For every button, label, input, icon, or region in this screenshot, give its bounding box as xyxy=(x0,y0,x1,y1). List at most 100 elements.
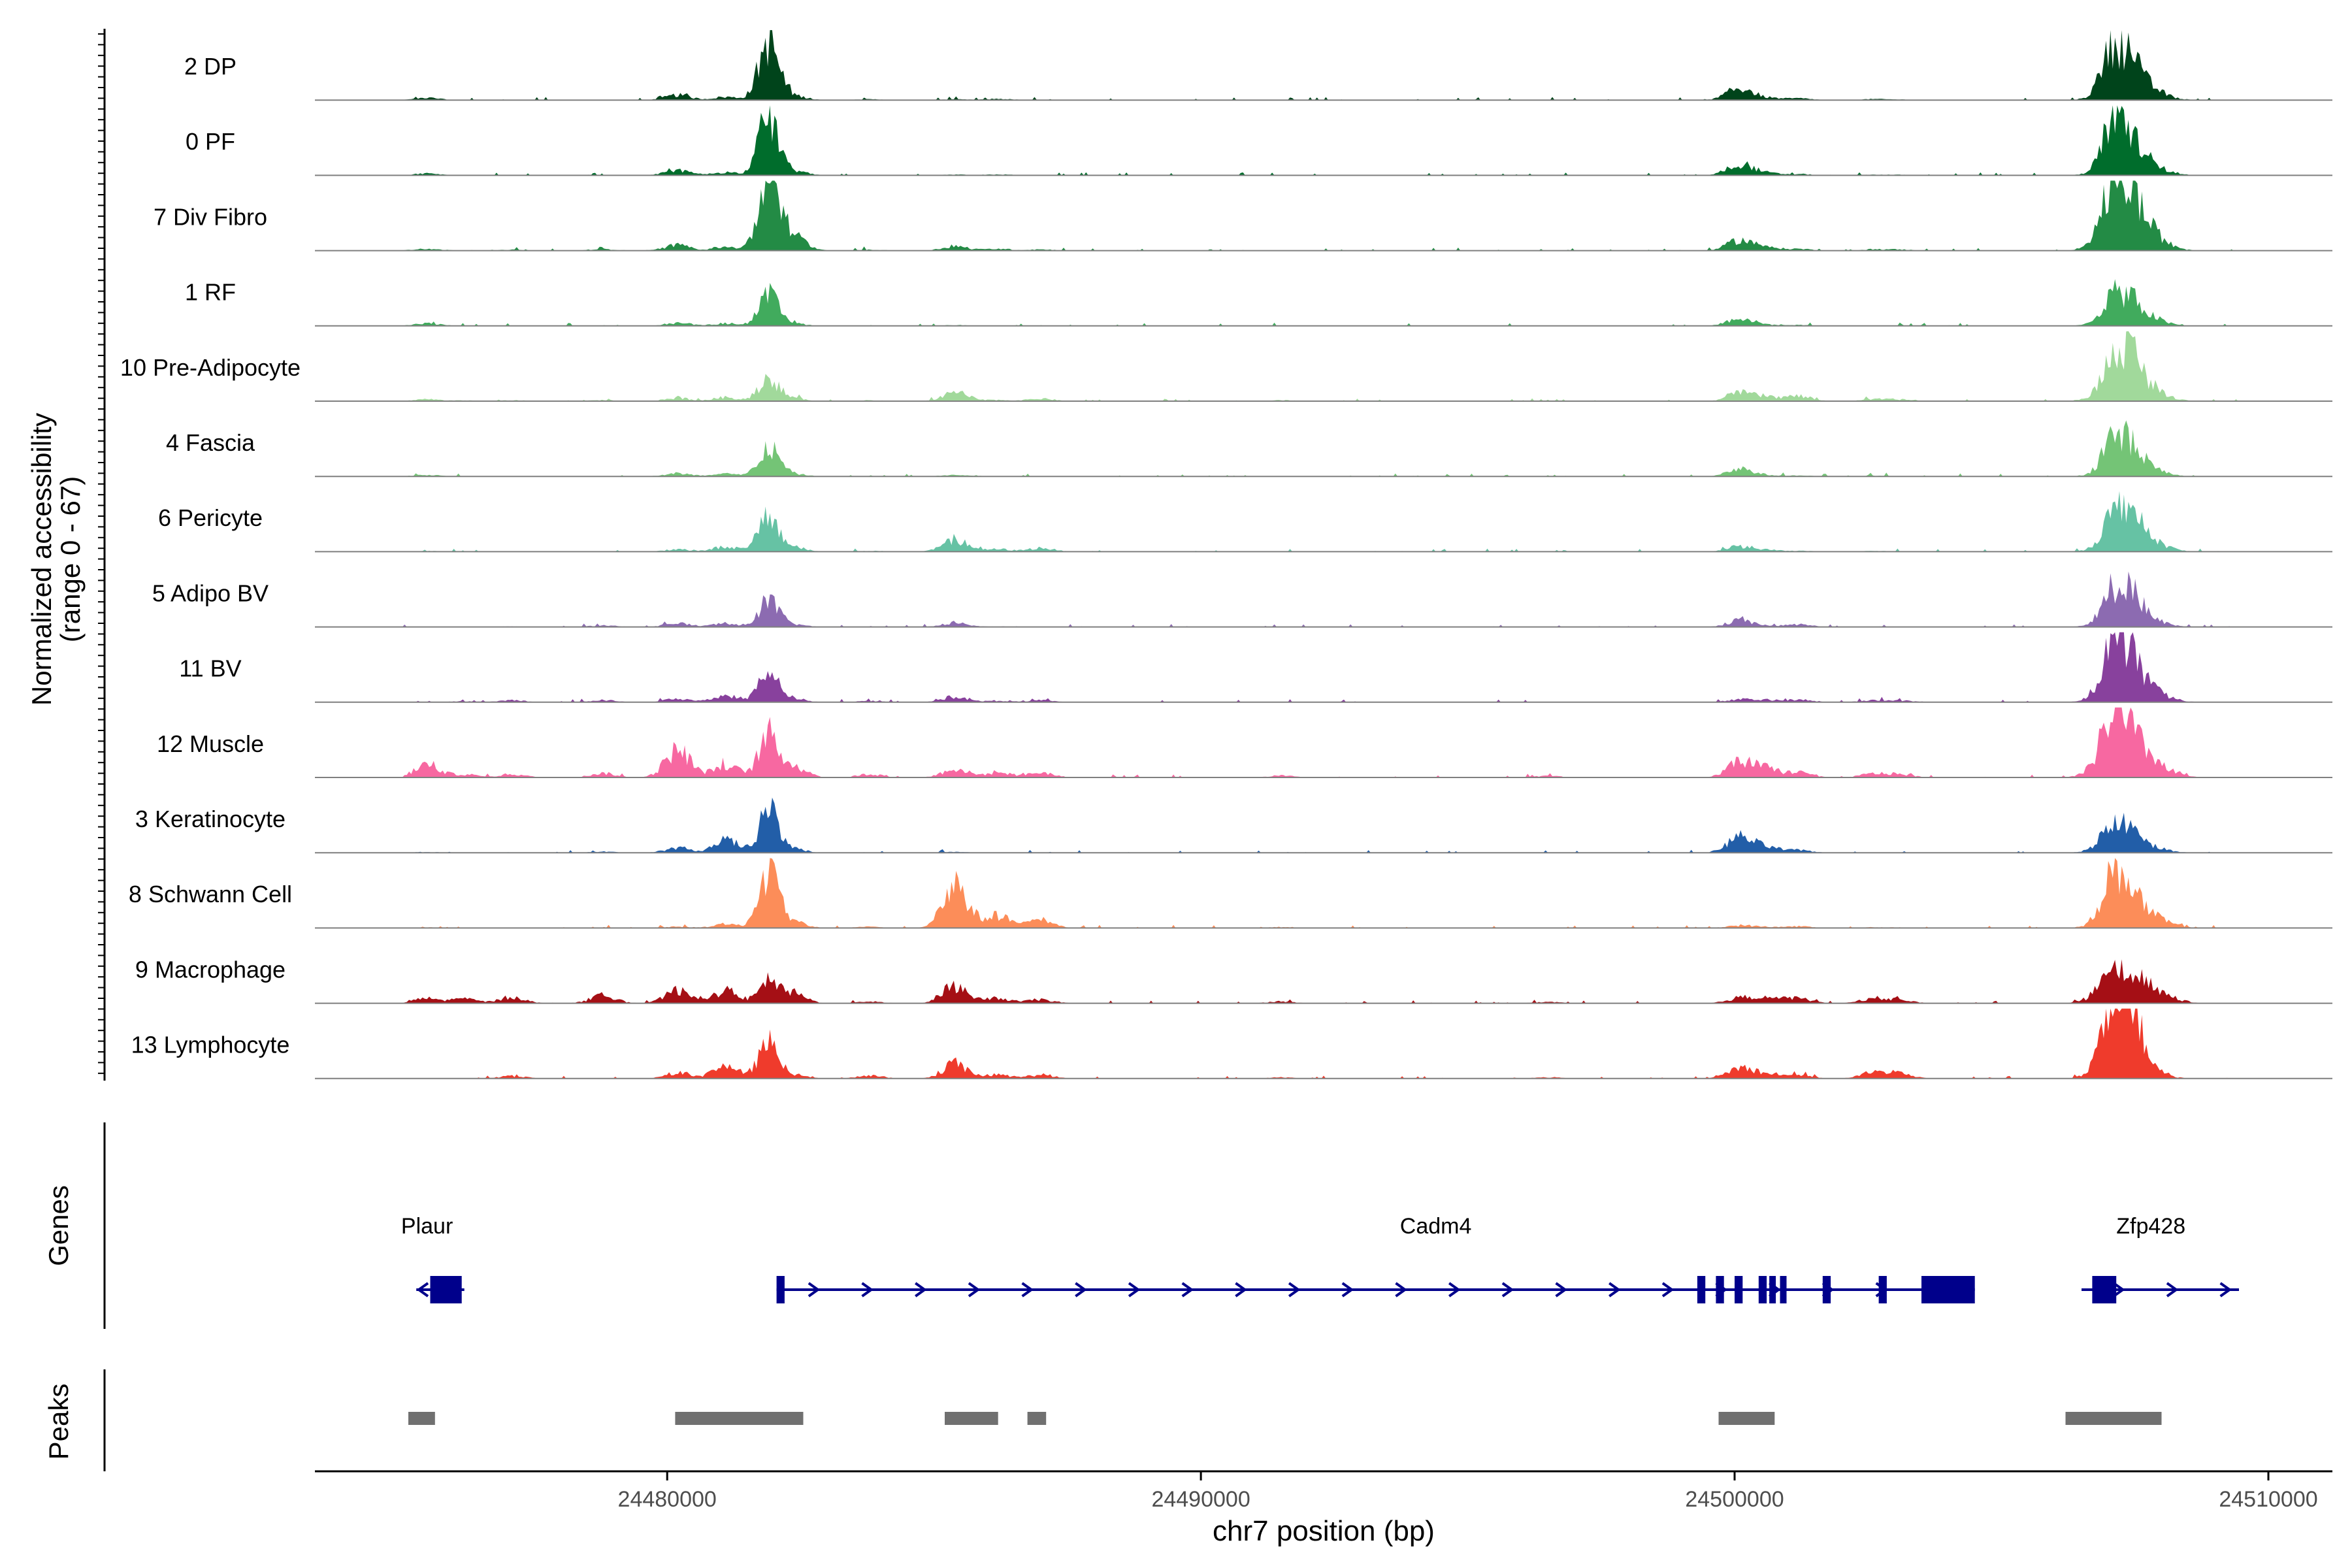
strand-arrow xyxy=(1128,1282,1141,1298)
peaks-panel: Peaks xyxy=(43,1369,2162,1471)
strand-arrow xyxy=(1555,1282,1567,1298)
track-6-pericyte: 6 Pericyte xyxy=(158,491,2332,553)
track-12-muscle: 12 Muscle xyxy=(157,707,2332,778)
exon xyxy=(1822,1276,1831,1303)
exon xyxy=(2092,1276,2117,1303)
strand-arrow xyxy=(1609,1282,1621,1298)
coverage-area xyxy=(315,1008,2332,1079)
coverage-area xyxy=(315,420,2332,477)
gene-label: Zfp428 xyxy=(2116,1214,2185,1239)
strand-arrow xyxy=(808,1282,821,1298)
exon xyxy=(1716,1276,1724,1303)
y-axis-title-line1: Normalized accessibility xyxy=(26,413,57,706)
strand-arrow xyxy=(1341,1282,1354,1298)
gene-cadm4: Cadm4 xyxy=(776,1214,1975,1303)
track-9-macrophage: 9 Macrophage xyxy=(135,956,2332,1004)
exon xyxy=(1921,1276,1975,1303)
strand-arrow xyxy=(968,1282,981,1298)
coverage-tracks: 2 DP 0 PF 7 Div Fibro 1 RF 10 Pre-Adipocyte 4… xyxy=(120,30,2332,1079)
x-axis: chr7 position (bp) 24480000 24490000 24500… xyxy=(315,1470,2332,1547)
track-label: 2 DP xyxy=(184,53,237,80)
track-5-adipo-bv: 5 Adipo BV xyxy=(152,571,2332,628)
peak-region xyxy=(2065,1412,2162,1425)
coverage-axis xyxy=(98,29,106,1081)
track-label: 0 PF xyxy=(186,128,235,155)
track-4-fascia: 4 Fascia xyxy=(166,420,2332,478)
y-axis-title: Normalized accessibility (range 0 - 67) xyxy=(26,413,86,706)
track-label: 13 Lymphocyte xyxy=(131,1032,290,1058)
track-8-schwann-cell: 8 Schwann Cell xyxy=(129,858,2332,929)
track-label: 5 Adipo BV xyxy=(152,580,269,606)
gene-zfp428: Zfp428 xyxy=(2082,1214,2239,1303)
strand-arrow xyxy=(915,1282,927,1298)
coverage-area xyxy=(315,632,2332,702)
coverage-area xyxy=(315,105,2332,176)
track-label: 10 Pre-Adipocyte xyxy=(120,354,301,381)
strand-arrow xyxy=(861,1282,874,1298)
strand-arrow xyxy=(1661,1282,1674,1298)
strand-arrow xyxy=(416,1282,429,1298)
track-label: 4 Fascia xyxy=(166,429,255,456)
track-2-dp: 2 DP xyxy=(184,30,2332,101)
coverage-area xyxy=(315,707,2332,777)
exon xyxy=(1780,1276,1787,1303)
gene-label: Plaur xyxy=(401,1214,453,1239)
exon xyxy=(1735,1276,1743,1303)
track-label: 12 Muscle xyxy=(157,730,264,757)
x-tick-label: 24510000 xyxy=(2219,1487,2317,1512)
strand-arrow xyxy=(1021,1282,1034,1298)
exon xyxy=(776,1276,785,1303)
track-11-bv: 11 BV xyxy=(179,632,2332,703)
exon xyxy=(1697,1276,1706,1303)
track-label: 9 Macrophage xyxy=(135,956,286,983)
exon xyxy=(1758,1276,1767,1303)
strand-arrow xyxy=(1075,1282,1087,1298)
strand-arrow xyxy=(2113,1282,2125,1298)
track-label: 1 RF xyxy=(185,279,236,306)
strand-arrow xyxy=(2166,1282,2179,1298)
track-label: 11 BV xyxy=(179,655,241,682)
peak-region xyxy=(408,1412,435,1425)
track-label: 7 Div Fibro xyxy=(154,203,267,230)
strand-arrow xyxy=(1501,1282,1514,1298)
strand-arrow xyxy=(1395,1282,1407,1298)
strand-arrow xyxy=(2219,1282,2232,1298)
track-7-div-fibro: 7 Div Fibro xyxy=(154,180,2332,252)
track-13-lymphocyte: 13 Lymphocyte xyxy=(131,1008,2332,1079)
track-label: 6 Pericyte xyxy=(158,504,263,531)
coverage-area xyxy=(315,858,2332,928)
x-axis-title: chr7 position (bp) xyxy=(1213,1515,1435,1547)
strand-arrow xyxy=(1448,1282,1461,1298)
genes-axis-title: Genes xyxy=(43,1185,74,1266)
coverage-area xyxy=(315,331,2332,401)
x-tick-label: 24490000 xyxy=(1151,1487,1250,1512)
coverage-area xyxy=(315,571,2332,627)
exon xyxy=(430,1276,462,1303)
track-label: 8 Schwann Cell xyxy=(129,881,292,907)
strand-arrow xyxy=(1288,1282,1301,1298)
coverage-area xyxy=(315,959,2332,1004)
track-1-rf: 1 RF xyxy=(185,279,2332,327)
peak-region xyxy=(1027,1412,1047,1425)
peak-region xyxy=(945,1412,998,1425)
x-tick-label: 24500000 xyxy=(1685,1487,1784,1512)
track-10-pre-adipocyte: 10 Pre-Adipocyte xyxy=(120,331,2332,402)
coverage-area xyxy=(315,30,2332,101)
coverage-area xyxy=(315,797,2332,853)
track-label: 3 Keratinocyte xyxy=(135,806,286,832)
exon xyxy=(1769,1276,1776,1303)
track-0-pf: 0 PF xyxy=(186,105,2332,176)
exon xyxy=(1878,1276,1887,1303)
peak-region xyxy=(675,1412,804,1425)
track-3-keratinocyte: 3 Keratinocyte xyxy=(135,797,2332,854)
coverage-area xyxy=(315,180,2332,251)
gene-plaur: Plaur xyxy=(401,1214,465,1303)
strand-arrow xyxy=(1181,1282,1194,1298)
y-axis-title-line2: (range 0 - 67) xyxy=(55,476,86,642)
genes-panel: Genes Plaur Cadm4 Zfp428 xyxy=(43,1122,2239,1329)
coverage-area xyxy=(315,279,2332,326)
peaks-axis-title: Peaks xyxy=(43,1384,74,1460)
coverage-area xyxy=(315,491,2332,552)
peak-region xyxy=(1718,1412,1775,1425)
